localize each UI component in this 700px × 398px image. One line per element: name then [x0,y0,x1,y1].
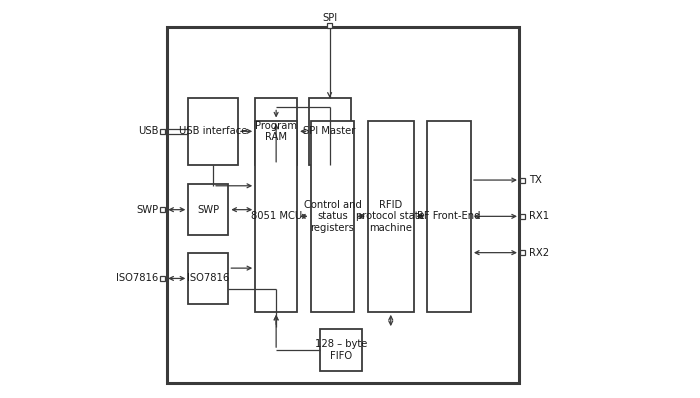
Bar [160,207,165,212]
Bar [188,184,228,236]
Text: USB: USB [138,126,158,137]
Text: Control and
status
registers: Control and status registers [304,200,361,233]
Bar [368,121,414,312]
Text: RFID
protocol state
machine: RFID protocol state machine [356,200,425,233]
Text: SPI Master: SPI Master [303,126,356,137]
Bar [255,98,298,165]
Bar [320,329,362,371]
Text: SWP: SWP [197,205,219,215]
Text: RX2: RX2 [529,248,550,258]
Text: 8051 MCU: 8051 MCU [251,211,302,221]
Bar [520,214,525,219]
Text: USB interface: USB interface [179,126,247,137]
Bar [160,129,165,134]
Text: ISO7816: ISO7816 [116,273,158,283]
Text: RX1: RX1 [529,211,550,221]
Bar [188,253,228,304]
Bar [160,276,165,281]
Bar [520,250,525,255]
Bar [520,178,525,183]
Text: SWP: SWP [136,205,158,215]
Text: Program
RAM: Program RAM [255,121,297,142]
Bar [311,121,354,312]
Text: 128 – byte
FIFO: 128 – byte FIFO [315,339,368,361]
Bar [255,121,298,312]
Text: SPI: SPI [322,13,337,23]
Text: ISO7816: ISO7816 [187,273,230,283]
Text: TX: TX [529,175,542,185]
Bar [327,23,332,28]
Bar [309,98,351,165]
Bar [427,121,471,312]
Bar [188,98,238,165]
Text: RF Front-End: RF Front-End [417,211,481,221]
